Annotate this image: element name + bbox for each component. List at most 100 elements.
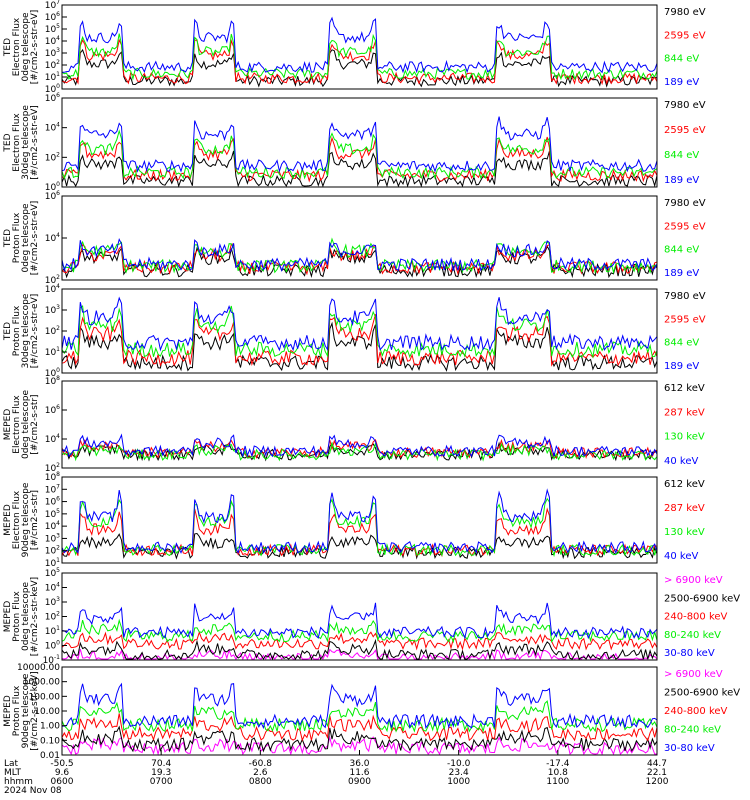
- x-tick-lat: 70.4: [151, 759, 171, 769]
- y-axis-title: Electron Flux: [12, 17, 22, 76]
- y-tick-label: 100.00: [29, 692, 61, 702]
- legend-entry: 2595 eV: [664, 221, 706, 232]
- series-line-green: [61, 305, 658, 359]
- panel-frame: [61, 380, 658, 469]
- y-axis-title: 30deg telescope: [21, 105, 31, 180]
- legend-entry: 240-800 keV: [664, 706, 728, 717]
- y-tick-label: 103: [45, 596, 60, 608]
- y-axis-title: [#/cm2-s-str-keV]: [30, 671, 40, 750]
- y-tick-label: 104: [45, 283, 60, 295]
- x-tick-mlt: 19.3: [151, 768, 171, 778]
- series-line-red: [61, 38, 658, 86]
- y-axis-title: 0deg telescope: [21, 203, 31, 273]
- y-tick-label: 104: [45, 35, 60, 47]
- series-line-green: [61, 129, 658, 180]
- y-tick-exponent: 6: [56, 190, 60, 197]
- series-line-green: [61, 237, 658, 275]
- y-tick-exponent: 2: [56, 274, 60, 281]
- y-axis-title: TED: [3, 322, 13, 341]
- y-tick-label: 102: [45, 151, 60, 163]
- legend-entry: 287 keV: [664, 503, 705, 514]
- x-tick-lat: -50.5: [50, 759, 73, 769]
- series-line-blue: [61, 682, 658, 730]
- y-tick-label: 103: [45, 304, 60, 316]
- series-line-red: [61, 136, 658, 183]
- y-tick-exponent: 6: [56, 11, 60, 18]
- legend-entry: 80-240 keV: [664, 630, 721, 641]
- x-tick-lat: -10.0: [447, 759, 471, 769]
- y-axis-title: 90deg telescope: [21, 482, 31, 557]
- y-tick-label: 101: [45, 346, 60, 358]
- x-row-label: 2024 Nov 08: [4, 786, 62, 796]
- y-tick-label: 107: [45, 483, 60, 495]
- y-axis-title: TED: [3, 229, 13, 248]
- series-line-red: [61, 507, 658, 557]
- x-tick-hhmm: 0600: [51, 777, 74, 787]
- legend-entry: 7980 eV: [664, 291, 706, 302]
- legend-entry: 2500-6900 keV: [664, 688, 740, 699]
- y-tick-label: 102: [45, 325, 60, 337]
- y-tick-exponent: 7: [56, 0, 60, 6]
- y-axis-title: [#/cm2-s-str-eV]: [30, 201, 40, 276]
- legend-entry: 80-240 keV: [664, 725, 721, 736]
- y-tick-label: 1.00: [40, 722, 60, 732]
- legend-entry: 189 eV: [664, 361, 699, 372]
- y-tick-exponent: 3: [56, 304, 60, 311]
- y-tick-exponent: 7: [56, 483, 60, 490]
- y-tick-label: 103: [45, 47, 60, 59]
- y-tick-label: 102: [45, 545, 60, 557]
- x-tick-hhmm: 1100: [546, 777, 569, 787]
- y-axis-title: 90deg telescope: [21, 673, 31, 748]
- series-line-black: [61, 48, 658, 88]
- y-tick-exponent: 4: [56, 283, 60, 290]
- y-tick-exponent: 0: [56, 367, 60, 374]
- y-tick-exponent: 2: [56, 611, 60, 618]
- series-line-green: [61, 441, 658, 462]
- y-tick-label: 100: [45, 640, 60, 652]
- y-tick-exponent: 4: [56, 433, 60, 440]
- y-tick-exponent: 4: [56, 520, 60, 527]
- legend-entry: 7980 eV: [664, 198, 706, 209]
- y-tick-exponent: 6: [56, 404, 60, 411]
- y-tick-label: 108: [45, 375, 60, 387]
- legend-entry: 844 eV: [664, 338, 699, 349]
- series-line-blue: [61, 488, 658, 555]
- x-tick-mlt: 23.4: [449, 768, 469, 778]
- x-tick-lat: -17.4: [546, 759, 570, 769]
- y-tick-exponent: 4: [56, 232, 60, 239]
- y-tick-exponent: 3: [56, 596, 60, 603]
- x-tick-hhmm: 0700: [150, 777, 173, 787]
- y-tick-exponent: 6: [56, 496, 60, 503]
- y-tick-label: 102: [45, 611, 60, 623]
- panel-frame: [61, 97, 658, 188]
- series-line-blue: [61, 433, 658, 458]
- legend-entry: 30-80 keV: [664, 648, 715, 659]
- y-axis-title: Proton Flux: [12, 591, 22, 642]
- x-tick-lat: 44.7: [647, 759, 667, 769]
- y-axis-title: [#/cm2-s-str-eV]: [30, 105, 40, 180]
- y-tick-label: 106: [45, 11, 60, 23]
- y-tick-exponent: 2: [56, 462, 60, 469]
- series-line-black: [61, 150, 658, 188]
- legend-entry: 844 eV: [664, 150, 699, 161]
- y-tick-label: 106: [45, 496, 60, 508]
- y-axis-title: 0deg telescope: [21, 12, 31, 82]
- y-tick-exponent: 4: [56, 35, 60, 42]
- panel-7: 1 0 -1 100 101 102 103 104 105 MEPED Proton Flux 0d…: [3, 567, 740, 666]
- legend-entry: 130 keV: [664, 432, 705, 443]
- x-tick-mlt: 22.1: [647, 768, 667, 778]
- legend-entry: 612 keV: [664, 479, 705, 490]
- legend-entry: 189 eV: [664, 175, 699, 186]
- legend-entry: 612 keV: [664, 383, 705, 394]
- x-row-label: Lat: [4, 759, 19, 769]
- y-tick-label: 105: [45, 23, 60, 35]
- legend-entry: 40 keV: [664, 551, 698, 562]
- y-tick-exponent: 3: [56, 47, 60, 54]
- y-axis-title: Proton Flux: [12, 685, 22, 736]
- y-tick-exponent: 4: [56, 582, 60, 589]
- y-axis-title: Proton Flux: [12, 212, 22, 263]
